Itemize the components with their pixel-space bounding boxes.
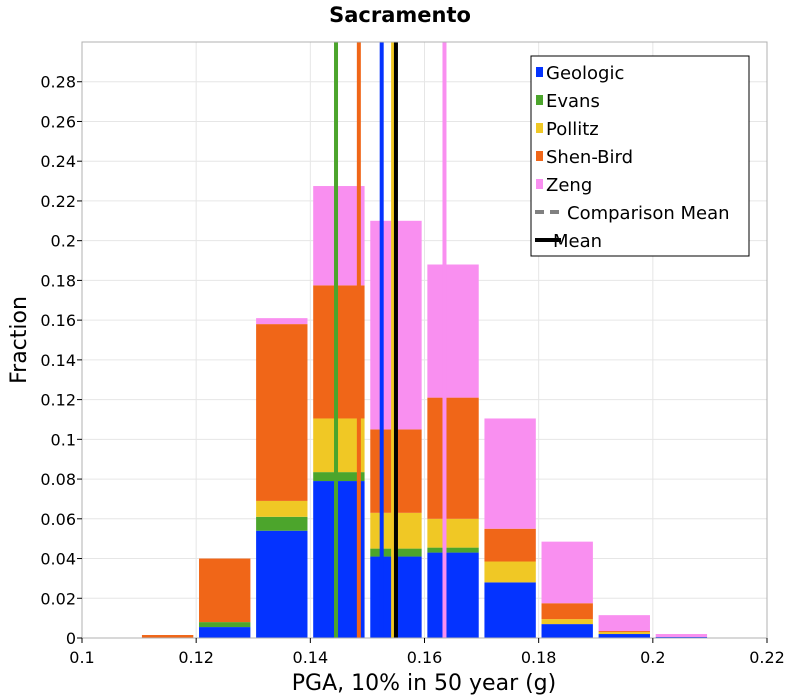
y-tick-label-10: 0.2 (51, 232, 76, 251)
y-tick-label-12: 0.24 (40, 152, 76, 171)
bar-geologic-bin-2 (256, 530, 308, 638)
y-tick-label-11: 0.22 (40, 192, 76, 211)
bar-geologic-bin-3 (313, 481, 365, 638)
bar-zeng-bin-7 (541, 541, 593, 604)
bar-shen-bird-bin-0 (141, 635, 194, 638)
bar-shen-bird-bin-2 (256, 324, 308, 501)
legend-label-shen-bird: Shen-Bird (546, 147, 633, 168)
legend: Geologic Evans Pollitz Shen-Bird Zeng Compari… (530, 55, 750, 257)
bar-geologic-bin-7 (541, 624, 593, 638)
bar-geologic-bin-1 (199, 627, 251, 638)
x-tick-label-4: 0.18 (521, 648, 557, 667)
y-tick-label-14: 0.28 (40, 73, 76, 92)
y-tick-label-5: 0.1 (51, 430, 76, 449)
bar-pollitz-bin-8 (598, 632, 650, 635)
legend-swatch-evans (536, 95, 543, 105)
legend-label-comparison-mean: Comparison Mean (567, 203, 730, 224)
bar-zeng-bin-9 (655, 634, 708, 638)
bar-shen-bird-bin-8 (598, 631, 650, 633)
y-tick-label-3: 0.06 (40, 510, 76, 529)
bar-evans-bin-3 (313, 472, 365, 482)
x-tick-label-3: 0.16 (407, 648, 443, 667)
y-tick-label-2: 0.04 (40, 550, 76, 569)
mean-lines (334, 42, 447, 638)
bar-zeng-bin-3 (313, 186, 365, 286)
bar-shen-bird-bin-7 (541, 603, 593, 620)
bar-evans-bin-5 (427, 547, 479, 553)
legend-label-pollitz: Pollitz (546, 119, 599, 140)
x-tick-label-0: 0.1 (69, 648, 94, 667)
bar-geologic-bin-8 (598, 634, 650, 638)
x-tick-label-1: 0.12 (178, 648, 214, 667)
y-tick-label-7: 0.14 (40, 351, 76, 370)
bar-evans-bin-2 (256, 516, 308, 531)
x-tick-label-6: 0.22 (749, 648, 785, 667)
bar-zeng-bin-8 (598, 615, 650, 632)
bar-pollitz-bin-7 (541, 619, 593, 625)
bar-evans-bin-1 (199, 622, 251, 628)
bar-zeng-bin-5 (427, 264, 479, 398)
x-tick-label-2: 0.14 (293, 648, 329, 667)
y-tick-label-8: 0.16 (40, 311, 76, 330)
y-axis-label: Fraction (7, 296, 32, 384)
bar-pollitz-bin-6 (484, 561, 536, 583)
x-tick-label-5: 0.2 (640, 648, 665, 667)
legend-label-zeng: Zeng (546, 175, 592, 196)
bar-zeng-bin-2 (256, 318, 308, 325)
legend-label-geologic: Geologic (546, 63, 624, 84)
bars (141, 186, 708, 638)
legend-swatch-zeng (536, 179, 543, 189)
bar-shen-bird-bin-5 (427, 397, 479, 519)
legend-label-mean: Mean (553, 231, 602, 252)
bar-shen-bird-bin-3 (313, 285, 365, 419)
y-tick-label-1: 0.02 (40, 589, 76, 608)
y-tick-label-6: 0.12 (40, 391, 76, 410)
bar-geologic-bin-5 (427, 552, 479, 638)
legend-box (530, 55, 750, 257)
bar-pollitz-bin-2 (256, 500, 308, 517)
bar-pollitz-bin-5 (427, 518, 479, 548)
bar-shen-bird-bin-1 (199, 558, 251, 623)
x-axis-label: PGA, 10% in 50 year (g) (292, 671, 556, 696)
legend-swatch-pollitz (536, 123, 543, 133)
legend-label-evans: Evans (546, 91, 600, 112)
bar-pollitz-bin-3 (313, 418, 365, 473)
axis-ticks: 0.1 0.12 0.14 0.16 0.18 0.2 0.22 0 0.02 0.04 0.06 0… (40, 73, 784, 667)
chart-title: Sacramento (329, 3, 471, 27)
bar-geologic-bin-6 (484, 582, 536, 638)
legend-swatch-shen-bird (536, 151, 543, 161)
y-tick-label-9: 0.18 (40, 271, 76, 290)
y-tick-label-0: 0 (66, 629, 76, 648)
y-tick-label-13: 0.26 (40, 112, 76, 131)
bar-zeng-bin-6 (484, 418, 536, 529)
legend-swatch-geologic (536, 67, 543, 77)
bar-shen-bird-bin-6 (484, 528, 536, 562)
y-tick-label-4: 0.08 (40, 470, 76, 489)
